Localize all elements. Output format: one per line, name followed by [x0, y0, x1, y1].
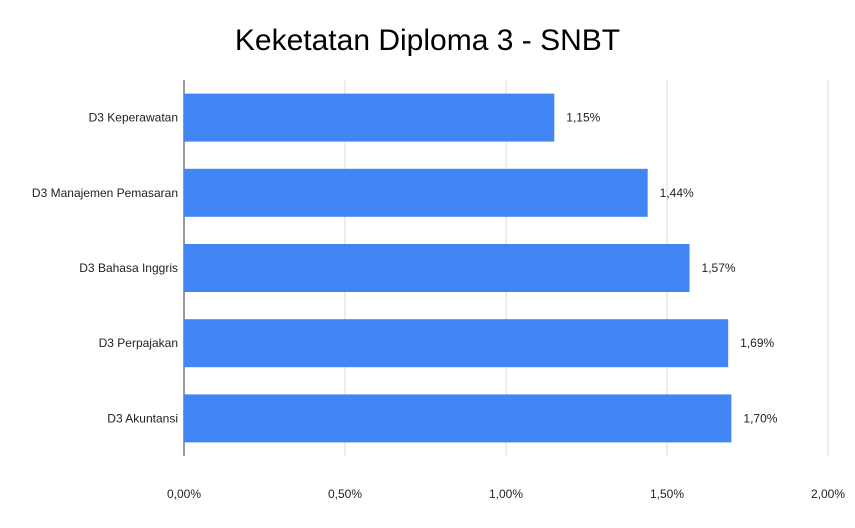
category-label: D3 Perpajakan: [99, 336, 178, 350]
chart-title: Keketatan Diploma 3 - SNBT: [234, 24, 621, 57]
bar: [184, 168, 648, 217]
category-label: D3 Akuntansi: [107, 411, 178, 425]
category-label: D3 Keperawatan: [89, 111, 178, 125]
x-tick-label: 0,50%: [328, 487, 362, 501]
bar: [184, 319, 729, 368]
x-tick-label: 2,00%: [811, 487, 845, 501]
data-label: 1,57%: [702, 261, 736, 275]
data-label: 1,69%: [740, 336, 774, 350]
x-tick-label: 1,00%: [489, 487, 523, 501]
bar: [184, 244, 690, 292]
data-label: 1,15%: [566, 111, 600, 125]
data-label: 1,70%: [743, 411, 777, 425]
category-label: D3 Manajemen Pemasaran: [32, 186, 178, 200]
x-tick-label: 1,50%: [650, 487, 684, 501]
category-label: D3 Bahasa Inggris: [79, 261, 178, 275]
x-tick-label: 0,00%: [167, 487, 201, 501]
data-label: 1,44%: [660, 186, 694, 200]
bar: [184, 394, 732, 443]
bar: [184, 93, 555, 142]
